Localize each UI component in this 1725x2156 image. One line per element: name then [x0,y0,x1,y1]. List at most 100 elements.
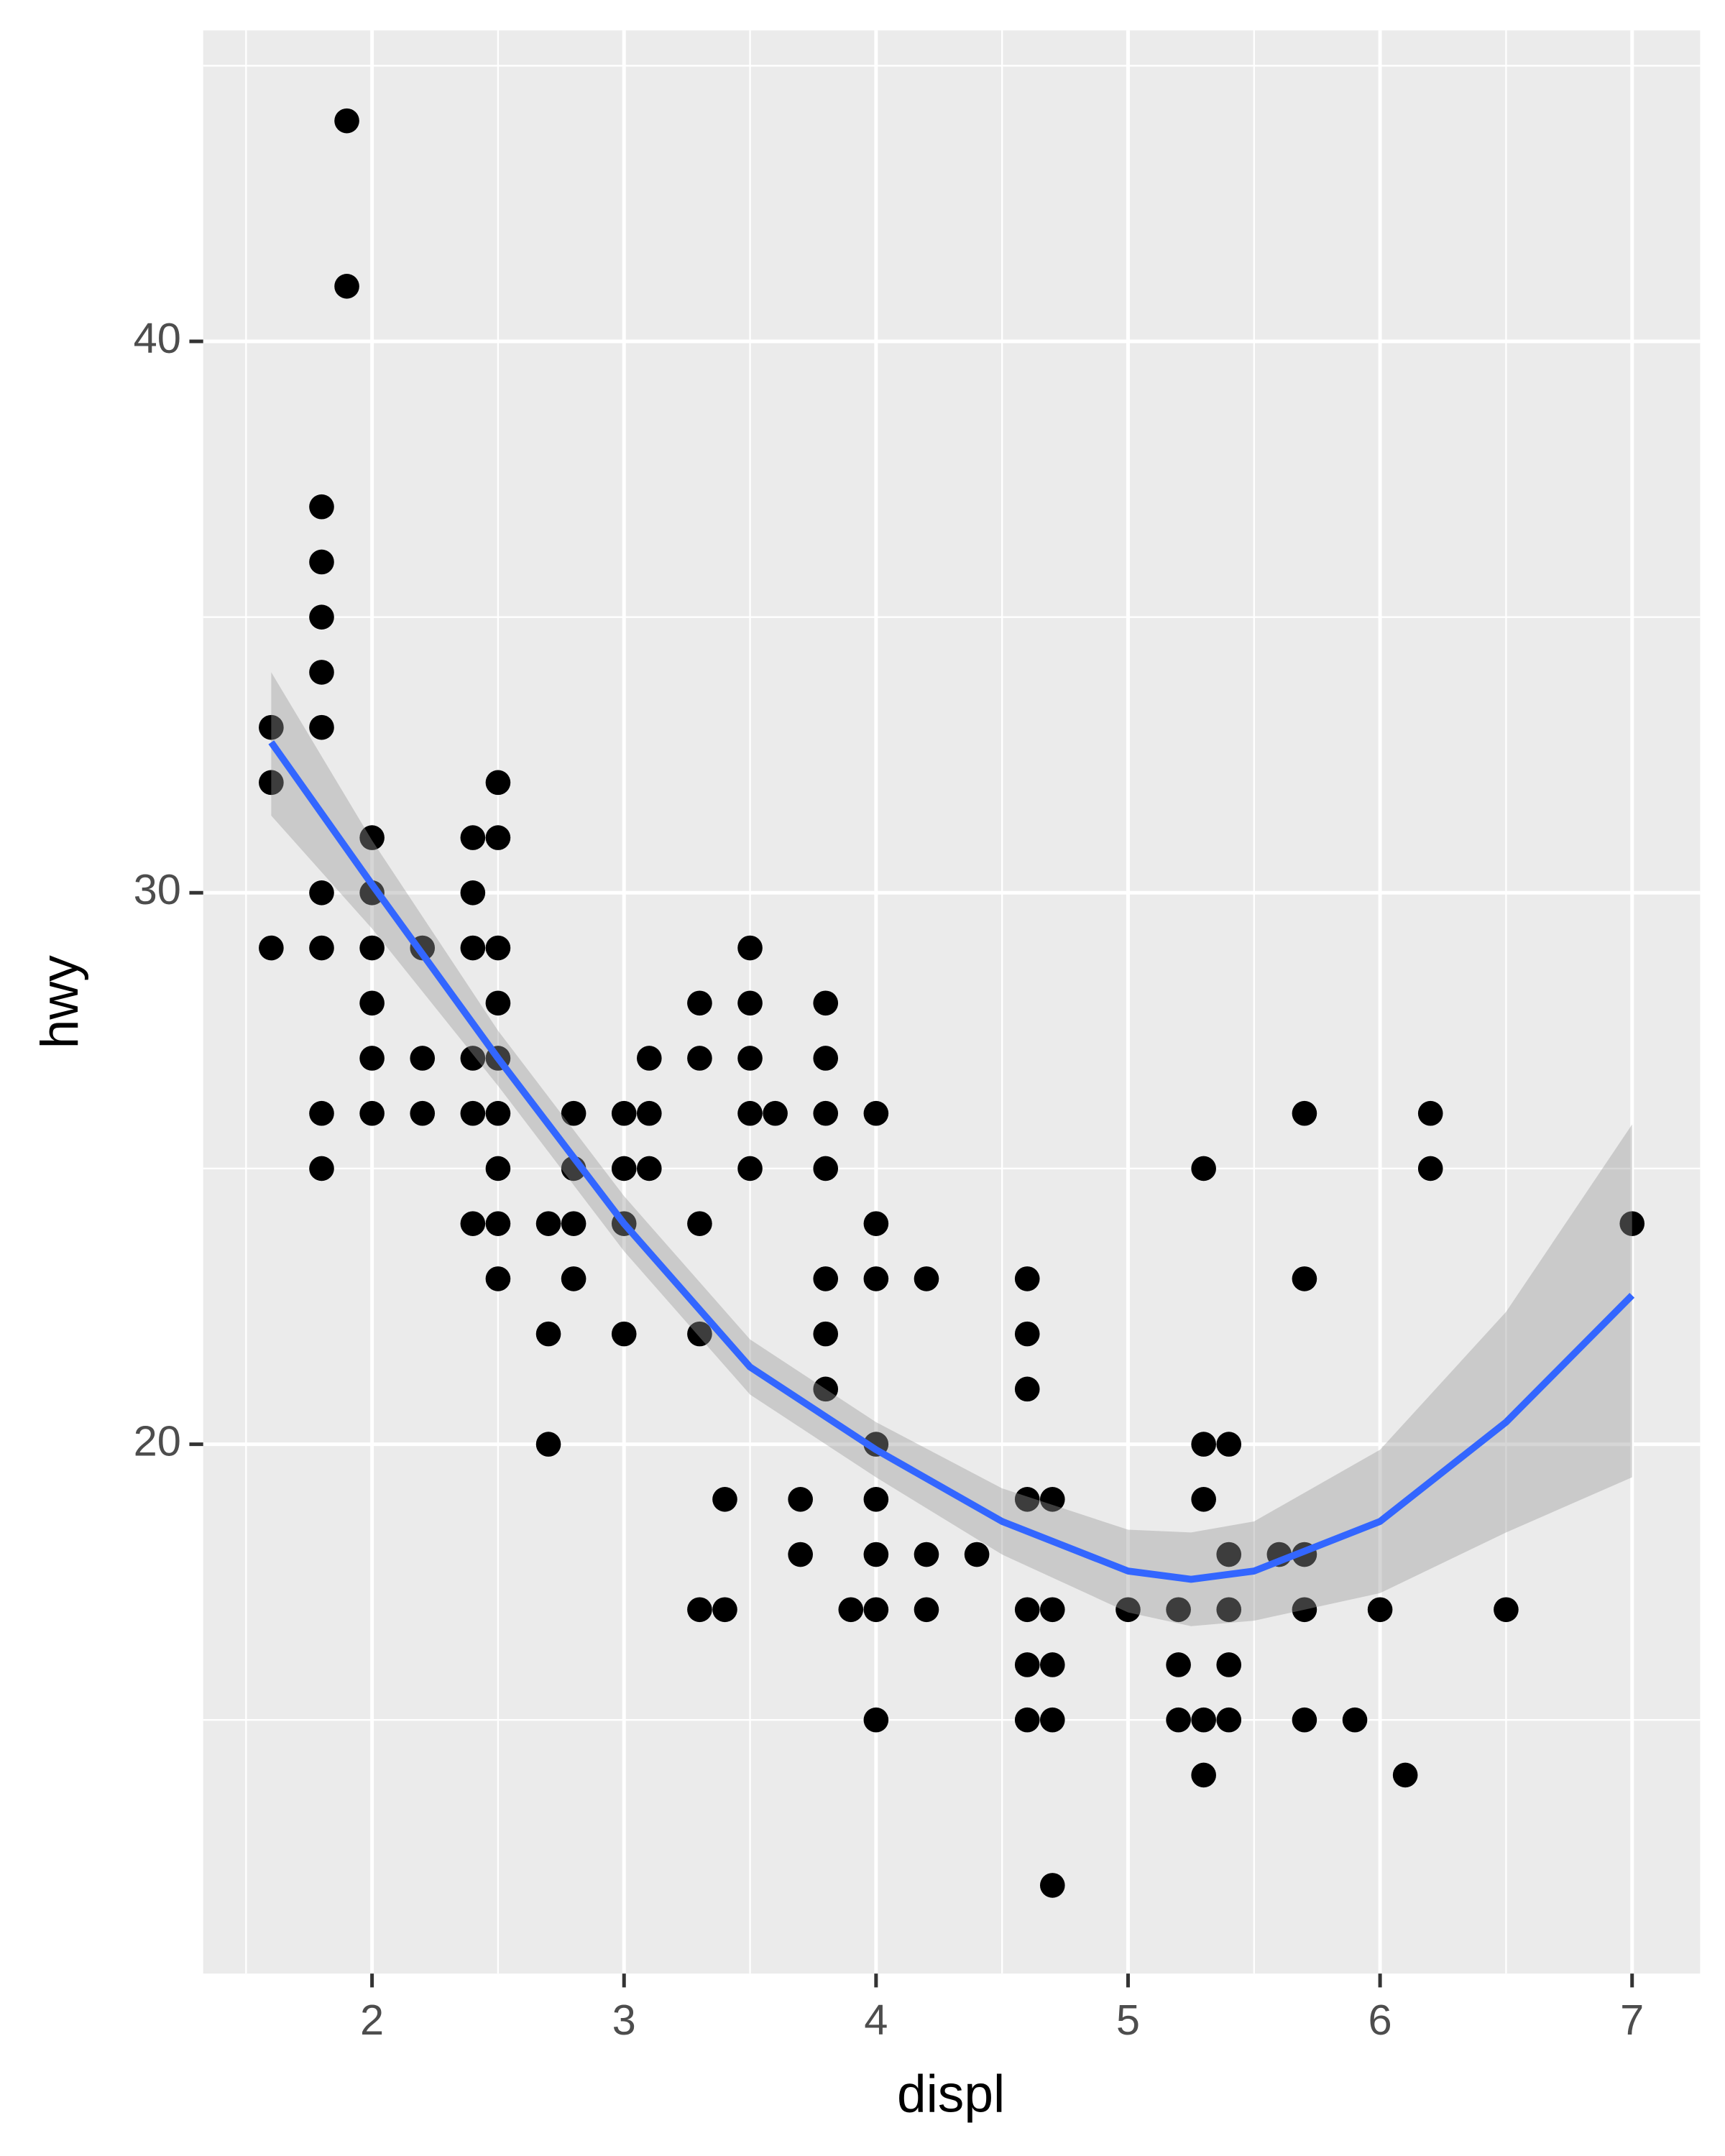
point [1216,1597,1242,1623]
point [309,494,334,520]
point [813,990,839,1016]
point [636,1046,662,1071]
point [788,1542,813,1567]
point [334,108,359,134]
point [1039,1652,1065,1677]
point [359,935,385,961]
point [535,1432,561,1457]
point [485,1211,511,1236]
point [1292,1707,1317,1733]
point [309,714,334,740]
point [737,935,763,961]
x-tick-label: 6 [1368,1996,1392,2044]
x-tick-label: 5 [1116,1996,1140,2044]
x-tick-label: 7 [1620,1996,1644,2044]
point [788,1486,813,1512]
point [460,935,486,961]
confidence-band [271,672,1632,1626]
point [1191,1707,1216,1733]
point [863,1486,889,1512]
point [1216,1542,1242,1567]
point [1342,1707,1368,1733]
point [1039,1597,1065,1623]
point [813,1046,839,1071]
point [914,1597,939,1623]
point [485,825,511,850]
point [1191,1156,1216,1181]
point [359,825,385,850]
point [687,1597,712,1623]
point [309,935,334,961]
point [359,990,385,1016]
point [1014,1652,1040,1677]
point [1292,1597,1317,1623]
point [561,1100,586,1126]
point [485,1156,511,1181]
point [1014,1266,1040,1291]
x-axis-title: displ [897,2065,1005,2124]
point [964,1542,990,1567]
point [863,1100,889,1126]
point [1039,1707,1065,1733]
point [687,990,712,1016]
point [334,274,359,299]
point [1619,1211,1645,1236]
point [1392,1762,1418,1788]
point [410,1046,436,1071]
point [460,1100,486,1126]
point [737,1046,763,1071]
point [712,1597,737,1623]
point [410,1100,436,1126]
point [460,1211,486,1236]
point [1292,1266,1317,1291]
point [1039,1486,1065,1512]
x-tick-label: 2 [360,1996,384,2044]
point [485,935,511,961]
point [1216,1652,1242,1677]
point [1166,1652,1191,1677]
point [1216,1432,1242,1457]
point [763,1100,788,1126]
point [737,990,763,1016]
point [838,1597,864,1623]
point [1014,1321,1040,1347]
point [259,935,284,961]
x-tick-label: 4 [864,1996,888,2044]
point [309,604,334,630]
point [611,1100,637,1126]
point [863,1707,889,1733]
point [863,1266,889,1291]
point [460,880,486,906]
point [1166,1707,1191,1733]
point [737,1156,763,1181]
point [485,1266,511,1291]
point [259,770,284,796]
point [914,1542,939,1567]
point [359,1100,385,1126]
point [813,1100,839,1126]
point [611,1321,637,1347]
point [1494,1597,1519,1623]
point [561,1266,586,1291]
point [712,1486,737,1512]
point [636,1156,662,1181]
point [687,1321,712,1347]
point [1216,1707,1242,1733]
point [1292,1100,1317,1126]
point [1039,1873,1065,1898]
point [687,1046,712,1071]
point [309,1156,334,1181]
point [535,1211,561,1236]
point [309,1100,334,1126]
point [309,660,334,685]
point [1014,1597,1040,1623]
point [863,1597,889,1623]
y-tick-label: 30 [134,865,181,913]
point [309,549,334,575]
point [460,825,486,850]
point [1014,1486,1040,1512]
point [813,1156,839,1181]
point [259,714,284,740]
point [485,990,511,1016]
